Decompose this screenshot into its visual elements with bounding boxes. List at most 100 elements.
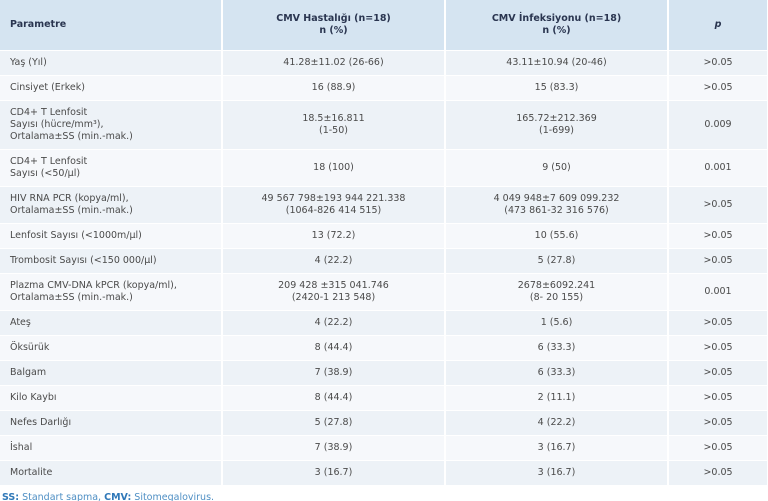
- table-row: Cinsiyet (Erkek) 16 (88.9) 15 (83.3) >0.05: [0, 75, 768, 101]
- table-cell: 2 (11.1): [445, 385, 669, 411]
- cell-line: 18 (100): [313, 162, 354, 173]
- table-row: Nefes Darlığı 5 (27.8) 4 (22.2) >0.05: [0, 410, 768, 436]
- table-cell: 0.009: [668, 100, 768, 150]
- cell-line: 5 (27.8): [537, 255, 576, 266]
- table-cell: Öksürük: [0, 335, 223, 361]
- cell-line: (2420-1 213 548): [291, 292, 376, 303]
- table-cell: >0.05: [668, 360, 768, 386]
- table-cell: 8 (44.4): [222, 385, 446, 411]
- table-cell: >0.05: [668, 335, 768, 361]
- table-cell: Balgam: [0, 360, 223, 386]
- cell-line: CMV Hastalığı (n=18): [276, 13, 391, 24]
- table-cell: >0.05: [668, 75, 768, 101]
- cell-line: p: [714, 19, 722, 30]
- table-cell: >0.05: [668, 460, 768, 486]
- data-table: Parametre CMV Hastalığı (n=18) n (%) CMV İn…: [0, 0, 768, 486]
- cell-line: 18.5±16.811: [302, 113, 365, 124]
- table-cell: Nefes Darlığı: [0, 410, 223, 436]
- cell-line: 209 428 ±315 041.746: [278, 280, 389, 291]
- table-cell: 3 (16.7): [445, 435, 669, 461]
- table-row: İshal 7 (38.9) 3 (16.7) >0.05: [0, 435, 768, 461]
- cell-line: Ortalama±SS (min.-mak.): [10, 292, 133, 303]
- cell-line: 4 (22.2): [314, 255, 353, 266]
- footnote-text: Standart sapma,: [19, 492, 105, 501]
- table-cell: 15 (83.3): [445, 75, 669, 101]
- table-cell: 4 049 948±7 609 099.232 (473 861-32 316 5…: [445, 186, 669, 224]
- table-cell: 49 567 798±193 944 221.338 (1064-826 414 …: [222, 186, 446, 224]
- cell-line: Kilo Kaybı: [10, 392, 57, 403]
- cell-line: Plazma CMV-DNA kPCR (kopya/ml),: [10, 280, 177, 291]
- table-cell: 209 428 ±315 041.746 (2420-1 213 548): [222, 273, 446, 311]
- table-cell: İshal: [0, 435, 223, 461]
- cell-line: >0.05: [703, 367, 733, 378]
- cell-line: 16 (88.9): [311, 82, 356, 93]
- table-cell: >0.05: [668, 248, 768, 274]
- cell-line: >0.05: [703, 230, 733, 241]
- table-row: Mortalite 3 (16.7) 3 (16.7) >0.05: [0, 460, 768, 486]
- cell-line: Lenfosit Sayısı (<1000m/μl): [10, 230, 142, 241]
- header-cell: CMV İnfeksiyonu (n=18) n (%): [445, 0, 669, 51]
- table-row: CD4+ T Lenfosit Sayısı (hücre/mm³), Ortala…: [0, 100, 768, 150]
- cell-line: (1064-826 414 515): [285, 205, 382, 216]
- table-row: Lenfosit Sayısı (<1000m/μl) 13 (72.2) 10 (…: [0, 223, 768, 249]
- table-cell: >0.05: [668, 435, 768, 461]
- cell-line: 4 (22.2): [537, 417, 576, 428]
- cell-line: >0.05: [703, 317, 733, 328]
- footnote: SS: Standart sapma, CMV: Sitomegalovirus…: [0, 486, 768, 501]
- table-cell: >0.05: [668, 410, 768, 436]
- cell-line: >0.05: [703, 82, 733, 93]
- cell-line: 15 (83.3): [534, 82, 579, 93]
- cell-line: 1 (5.6): [540, 317, 573, 328]
- table-cell: Yaş (Yıl): [0, 50, 223, 76]
- table-cell: 41.28±11.02 (26-66): [222, 50, 446, 76]
- cell-line: >0.05: [703, 342, 733, 353]
- table-cell: Kilo Kaybı: [0, 385, 223, 411]
- cell-line: 10 (55.6): [534, 230, 579, 241]
- table-cell: >0.05: [668, 310, 768, 336]
- table-cell: CD4+ T Lenfosit Sayısı (<50/μl): [0, 149, 223, 187]
- cell-line: >0.05: [703, 199, 733, 210]
- table-cell: 1 (5.6): [445, 310, 669, 336]
- table-cell: 2678±6092.241 (8- 20 155): [445, 273, 669, 311]
- footnote-text: Sitomegalovirus.: [131, 492, 215, 501]
- cell-line: (8- 20 155): [529, 292, 584, 303]
- table-cell: 18.5±16.811 (1-50): [222, 100, 446, 150]
- cell-line: 7 (38.9): [314, 442, 353, 453]
- table-cell: HIV RNA PCR (kopya/ml), Ortalama±SS (min.…: [0, 186, 223, 224]
- table-cell: 3 (16.7): [222, 460, 446, 486]
- cell-line: 13 (72.2): [311, 230, 356, 241]
- table-cell: Plazma CMV-DNA kPCR (kopya/ml), Ortalama±…: [0, 273, 223, 311]
- table-cell: >0.05: [668, 385, 768, 411]
- cell-line: Mortalite: [10, 467, 53, 478]
- cell-line: 49 567 798±193 944 221.338: [261, 193, 406, 204]
- header-row: Parametre CMV Hastalığı (n=18) n (%) CMV İn…: [0, 0, 768, 51]
- table-cell: Trombosit Sayısı (<150 000/μl): [0, 248, 223, 274]
- table-cell: 3 (16.7): [445, 460, 669, 486]
- table-cell: 4 (22.2): [445, 410, 669, 436]
- cell-line: Parametre: [10, 19, 67, 30]
- cell-line: 41.28±11.02 (26-66): [283, 57, 384, 68]
- cell-line: n (%): [542, 25, 571, 36]
- cell-line: Ortalama±SS (min.-mak.): [10, 131, 133, 142]
- cell-line: 3 (16.7): [537, 467, 576, 478]
- table-cell: 7 (38.9): [222, 435, 446, 461]
- cell-line: >0.05: [703, 417, 733, 428]
- table-cell: 43.11±10.94 (20-46): [445, 50, 669, 76]
- cell-line: n (%): [319, 25, 348, 36]
- header-cell: p: [668, 0, 768, 51]
- cell-line: 0.009: [704, 119, 732, 130]
- cell-line: Ateş: [10, 317, 31, 328]
- table-cell: Lenfosit Sayısı (<1000m/μl): [0, 223, 223, 249]
- cell-line: 43.11±10.94 (20-46): [506, 57, 607, 68]
- table-cell: 0.001: [668, 149, 768, 187]
- cell-line: >0.05: [703, 57, 733, 68]
- table-row: HIV RNA PCR (kopya/ml), Ortalama±SS (min.…: [0, 186, 768, 224]
- table-row: Ateş 4 (22.2) 1 (5.6) >0.05: [0, 310, 768, 336]
- cell-line: 0.001: [704, 286, 732, 297]
- table-cell: >0.05: [668, 186, 768, 224]
- table-cell: Ateş: [0, 310, 223, 336]
- cell-line: İshal: [10, 442, 33, 453]
- table-row: Yaş (Yıl) 41.28±11.02 (26-66) 43.11±10.94 …: [0, 50, 768, 76]
- cell-line: Yaş (Yıl): [10, 57, 47, 68]
